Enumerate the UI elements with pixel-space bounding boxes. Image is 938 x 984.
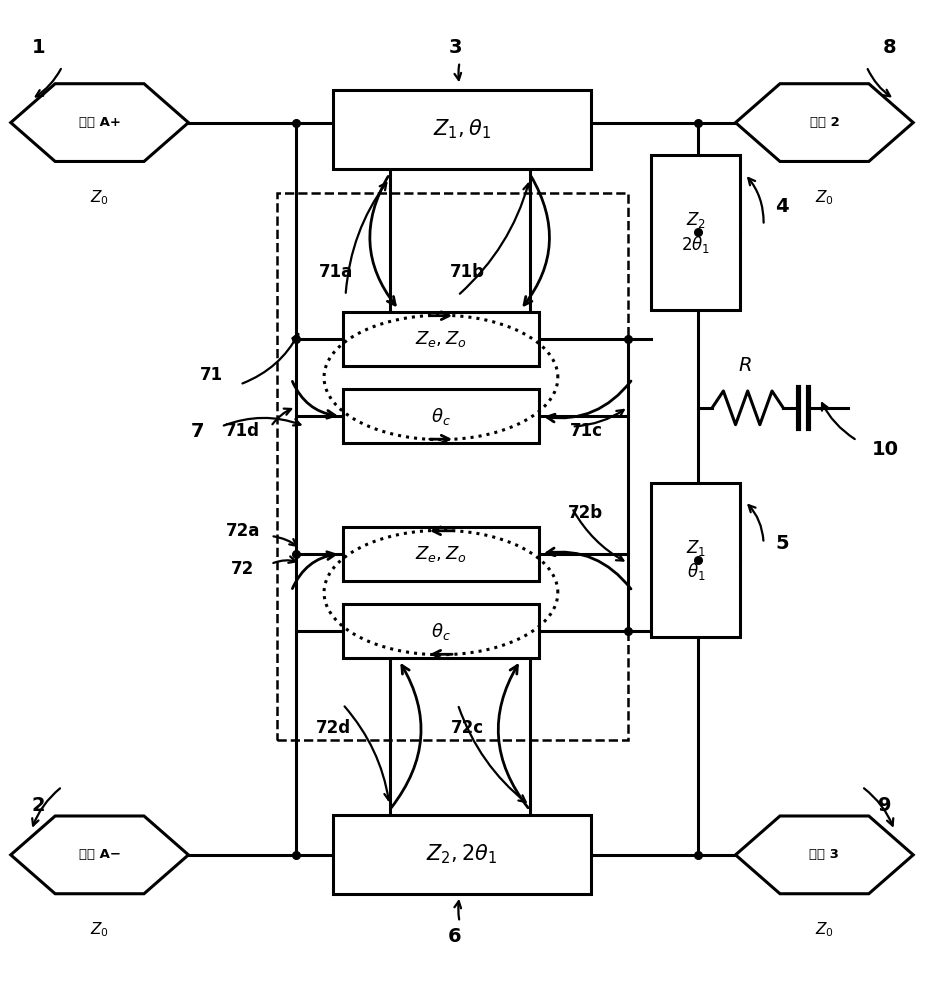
Polygon shape xyxy=(10,816,189,893)
Text: 71d: 71d xyxy=(225,422,260,440)
Text: 端口 A+: 端口 A+ xyxy=(79,116,120,129)
Bar xyxy=(342,526,539,581)
Bar xyxy=(333,90,591,169)
Text: 7: 7 xyxy=(191,422,204,441)
Text: $Z_0$: $Z_0$ xyxy=(90,920,109,939)
Text: $Z_e,Z_o$: $Z_e,Z_o$ xyxy=(416,544,467,564)
Text: 71: 71 xyxy=(200,366,223,384)
Text: $Z_1$
$\theta_1$: $Z_1$ $\theta_1$ xyxy=(686,537,706,582)
Bar xyxy=(651,155,740,310)
Text: 端口 2: 端口 2 xyxy=(809,116,840,129)
Text: $\theta_c$: $\theta_c$ xyxy=(431,621,451,642)
Bar xyxy=(278,193,628,740)
Text: 71b: 71b xyxy=(449,264,485,281)
Text: 4: 4 xyxy=(776,197,789,216)
Polygon shape xyxy=(735,816,914,893)
Bar xyxy=(333,815,591,894)
Text: 端口 A−: 端口 A− xyxy=(79,848,121,861)
Text: 72c: 72c xyxy=(450,718,484,737)
Text: 3: 3 xyxy=(448,38,461,57)
Text: $Z_0$: $Z_0$ xyxy=(815,920,834,939)
Bar xyxy=(342,604,539,658)
Polygon shape xyxy=(10,84,189,161)
Text: 72d: 72d xyxy=(316,718,351,737)
Text: $\theta_c$: $\theta_c$ xyxy=(431,405,451,427)
Text: 71c: 71c xyxy=(569,422,602,440)
Bar xyxy=(342,389,539,444)
Text: 5: 5 xyxy=(776,534,789,553)
Text: 9: 9 xyxy=(878,796,892,815)
Text: $Z_1, \theta_1$: $Z_1, \theta_1$ xyxy=(433,118,491,142)
Text: $Z_2, 2\theta_1$: $Z_2, 2\theta_1$ xyxy=(427,842,498,866)
Text: $Z_2$
$2\theta_1$: $Z_2$ $2\theta_1$ xyxy=(681,211,710,255)
Text: $Z_0$: $Z_0$ xyxy=(815,188,834,207)
Text: $R$: $R$ xyxy=(738,356,751,375)
Text: $Z_0$: $Z_0$ xyxy=(90,188,109,207)
Bar xyxy=(342,312,539,366)
Text: 72b: 72b xyxy=(568,504,603,522)
Text: 72a: 72a xyxy=(225,523,260,540)
Text: 72: 72 xyxy=(231,560,254,578)
Polygon shape xyxy=(735,84,914,161)
Bar xyxy=(651,482,740,637)
Text: 71a: 71a xyxy=(319,264,354,281)
Text: $Z_e,Z_o$: $Z_e,Z_o$ xyxy=(416,329,467,348)
Text: 1: 1 xyxy=(32,38,46,57)
Text: 端口 3: 端口 3 xyxy=(809,848,840,861)
Text: 6: 6 xyxy=(448,927,461,946)
Text: 2: 2 xyxy=(32,796,46,815)
Text: 8: 8 xyxy=(883,38,897,57)
Text: 10: 10 xyxy=(871,441,899,460)
